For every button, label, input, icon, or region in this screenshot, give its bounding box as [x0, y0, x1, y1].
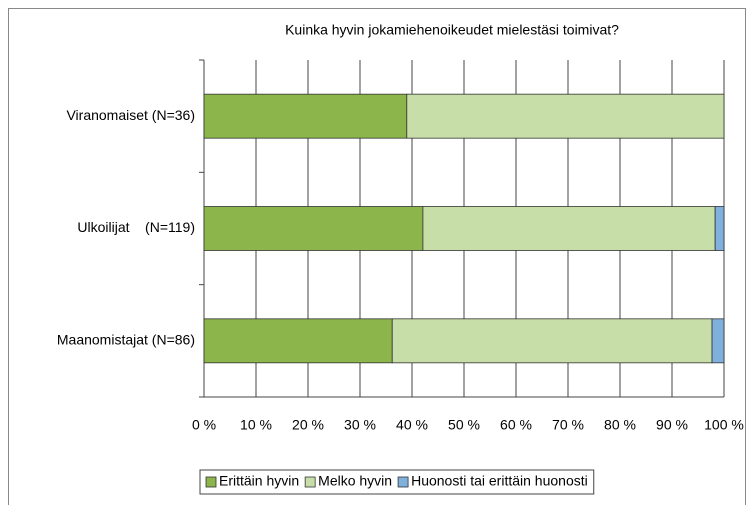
legend-swatch	[304, 476, 316, 488]
x-tick-label: 0 %	[192, 417, 216, 433]
legend-swatch	[205, 476, 217, 488]
chart-frame	[8, 8, 746, 505]
legend-label: Melko hyvin	[318, 473, 392, 489]
y-tick-label: Ulkoilijat (N=119)	[77, 219, 195, 235]
bar-segment	[391, 318, 713, 364]
bar-segment	[406, 93, 725, 139]
x-tick-label: 20 %	[292, 417, 324, 433]
x-tick-label: 50 %	[448, 417, 480, 433]
bar-segment	[203, 318, 393, 364]
y-tick-label: Maanomistajat (N=86)	[57, 332, 195, 348]
legend-swatch	[397, 476, 409, 488]
bar-segment	[711, 318, 725, 364]
chart-title: Kuinka hyvin jokamiehenoikeudet mielestä…	[285, 22, 619, 38]
legend-box	[199, 469, 595, 495]
bar-segment	[422, 206, 716, 251]
bar-segment	[203, 206, 424, 251]
x-tick-label: 100 %	[704, 417, 744, 433]
bar-segment	[714, 206, 725, 251]
bar-segment	[203, 93, 408, 139]
legend-label: Huonosti tai erittäin huonosti	[411, 473, 588, 489]
x-tick-label: 80 %	[604, 417, 636, 433]
x-tick-label: 70 %	[552, 417, 584, 433]
x-tick-label: 30 %	[344, 417, 376, 433]
x-tick-label: 40 %	[396, 417, 428, 433]
x-tick-label: 90 %	[656, 417, 688, 433]
legend-label: Erittäin hyvin	[219, 473, 299, 489]
x-tick-label: 60 %	[500, 417, 532, 433]
y-tick-label: Viranomaiset (N=36)	[66, 107, 195, 123]
x-tick-label: 10 %	[240, 417, 272, 433]
